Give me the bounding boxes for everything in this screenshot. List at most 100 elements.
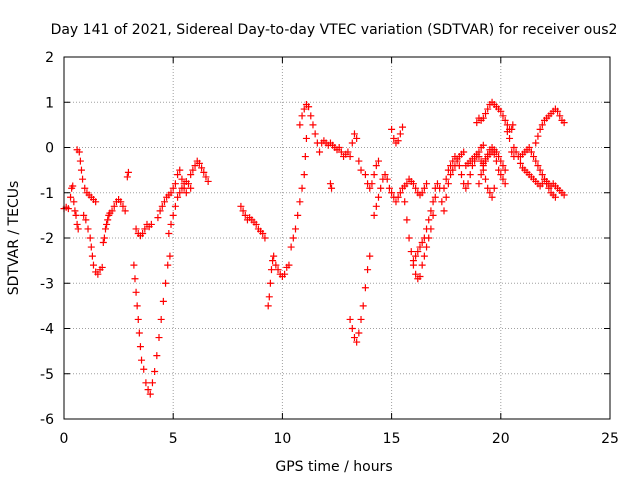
data-point bbox=[281, 270, 289, 278]
data-point bbox=[554, 107, 562, 115]
data-point bbox=[155, 334, 163, 342]
data-point bbox=[202, 173, 210, 181]
data-point bbox=[501, 180, 509, 188]
data-point bbox=[187, 171, 195, 179]
data-point bbox=[366, 252, 374, 260]
data-point bbox=[412, 184, 420, 192]
data-point bbox=[99, 239, 107, 247]
data-point bbox=[486, 189, 494, 197]
y-tick-label: -3 bbox=[40, 276, 54, 292]
data-point bbox=[420, 234, 428, 242]
data-point bbox=[440, 207, 448, 215]
data-point bbox=[482, 175, 490, 183]
data-point bbox=[346, 153, 354, 161]
y-tick-label: 2 bbox=[45, 50, 54, 66]
x-tick-label: 0 bbox=[60, 431, 69, 447]
data-point bbox=[133, 302, 141, 310]
y-tick-label: -6 bbox=[40, 412, 54, 428]
data-point bbox=[388, 125, 396, 133]
y-tick-label: -5 bbox=[40, 367, 54, 383]
data-point bbox=[237, 202, 245, 210]
x-tick-label: 15 bbox=[383, 431, 401, 447]
data-point bbox=[135, 329, 143, 337]
data-point bbox=[556, 112, 564, 120]
data-point bbox=[71, 207, 79, 215]
data-point bbox=[425, 216, 433, 224]
data-point bbox=[482, 110, 490, 118]
data-point bbox=[423, 225, 431, 233]
data-point bbox=[372, 202, 380, 210]
data-point bbox=[75, 148, 83, 156]
data-point bbox=[372, 162, 380, 170]
data-point bbox=[418, 239, 426, 247]
data-point bbox=[191, 162, 199, 170]
data-point bbox=[298, 112, 306, 120]
data-point bbox=[100, 234, 108, 242]
data-point bbox=[388, 189, 396, 197]
data-point bbox=[495, 153, 503, 161]
data-point bbox=[433, 180, 441, 188]
data-point bbox=[427, 207, 435, 215]
data-point bbox=[264, 302, 272, 310]
data-point bbox=[305, 103, 313, 111]
data-point bbox=[171, 202, 179, 210]
data-point bbox=[167, 220, 175, 228]
x-tick-label: 10 bbox=[273, 431, 291, 447]
data-point bbox=[189, 166, 197, 174]
data-point bbox=[130, 261, 138, 269]
data-point bbox=[110, 202, 118, 210]
data-point bbox=[348, 139, 356, 147]
x-tick-label: 5 bbox=[169, 431, 178, 447]
data-point bbox=[348, 325, 356, 332]
data-point bbox=[77, 166, 85, 174]
data-point bbox=[560, 119, 568, 127]
data-point bbox=[355, 329, 363, 337]
data-point bbox=[418, 261, 426, 269]
data-point bbox=[285, 261, 293, 269]
data-point bbox=[139, 229, 147, 237]
data-point bbox=[287, 243, 295, 251]
data-point bbox=[396, 189, 404, 197]
data-point bbox=[473, 119, 481, 127]
data-point bbox=[497, 157, 505, 165]
data-point bbox=[316, 148, 324, 156]
data-point bbox=[67, 193, 75, 201]
data-point bbox=[420, 184, 428, 192]
data-point bbox=[261, 234, 269, 242]
data-point bbox=[534, 132, 542, 140]
data-point bbox=[272, 261, 280, 269]
chart-title: Day 141 of 2021, Sidereal Day-to-day VTE… bbox=[51, 22, 618, 38]
data-point bbox=[479, 141, 487, 149]
data-point bbox=[466, 171, 474, 179]
data-point bbox=[420, 252, 428, 260]
data-point bbox=[512, 148, 520, 156]
data-point bbox=[76, 157, 84, 165]
data-point bbox=[385, 184, 393, 192]
data-point bbox=[157, 315, 165, 323]
data-points bbox=[60, 98, 568, 398]
data-point bbox=[301, 153, 309, 161]
data-point bbox=[119, 202, 127, 210]
data-point bbox=[166, 252, 174, 260]
data-point bbox=[176, 166, 184, 174]
data-point bbox=[169, 184, 177, 192]
data-point bbox=[87, 243, 95, 251]
data-point bbox=[121, 207, 129, 215]
data-point bbox=[88, 252, 96, 260]
data-point bbox=[156, 207, 164, 215]
data-point bbox=[407, 248, 415, 256]
data-point bbox=[392, 198, 400, 206]
data-point bbox=[294, 211, 302, 219]
data-point bbox=[174, 193, 182, 201]
x-axis-label: GPS time / hours bbox=[275, 459, 392, 475]
data-point bbox=[530, 153, 538, 161]
data-point bbox=[204, 177, 212, 185]
data-point bbox=[503, 128, 511, 136]
data-point bbox=[527, 148, 535, 156]
data-point bbox=[140, 365, 148, 373]
data-point bbox=[300, 105, 308, 113]
data-point bbox=[136, 343, 144, 351]
data-point bbox=[146, 390, 154, 398]
data-point bbox=[490, 184, 498, 192]
data-point bbox=[142, 379, 150, 387]
